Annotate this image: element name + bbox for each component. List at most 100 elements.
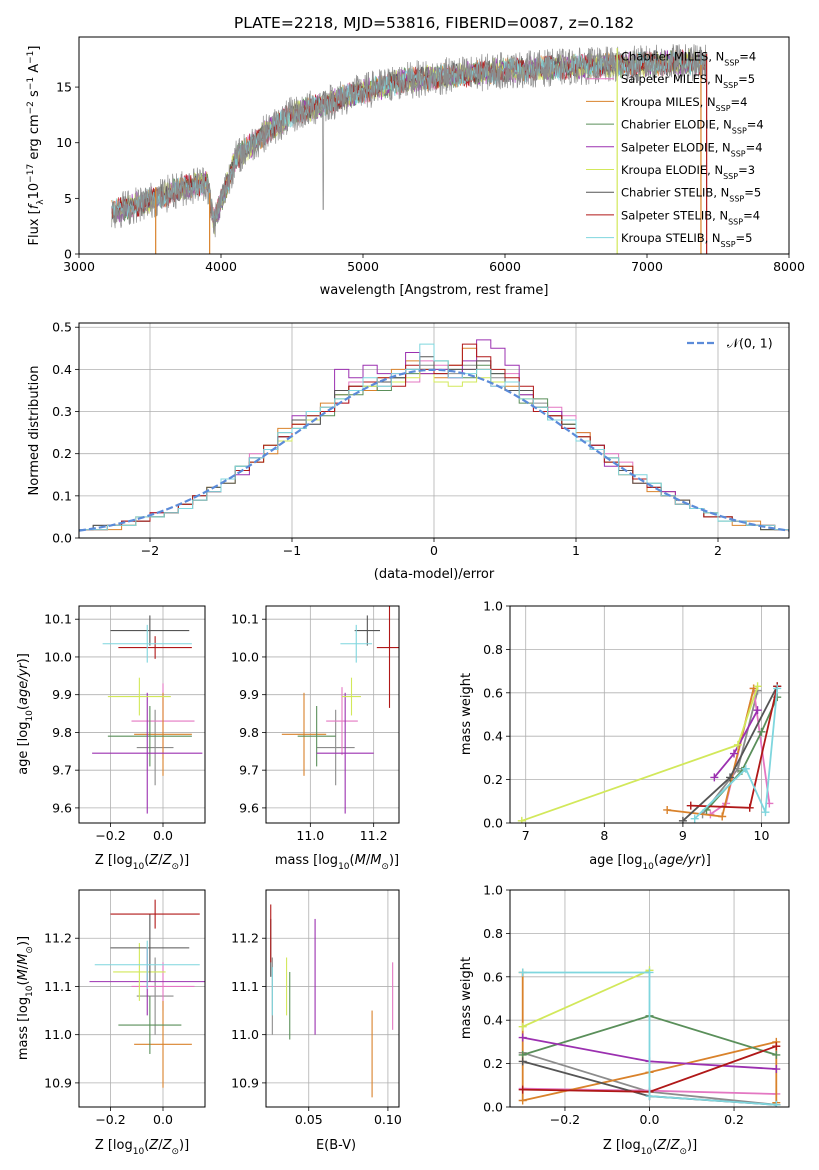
y-tick-label: 10.9: [44, 1075, 72, 1090]
label-part: 10: [25, 710, 35, 722]
weight-marker-salpeter-stelib: [686, 801, 695, 810]
label-part: Z: [670, 1138, 681, 1153]
label-part: 10: [133, 862, 145, 872]
y-tick-label: 5: [64, 191, 72, 206]
weight-marker-salpeter-elodie: [753, 706, 762, 715]
y-tick-label: 0.3: [52, 404, 72, 419]
plot-area: [517, 682, 782, 823]
x-axis-label: mass [log10(M/M⊙)]: [275, 853, 399, 872]
y-tick-label: 10: [56, 135, 72, 150]
label-part: /: [366, 853, 371, 868]
legend-subscript: SSP: [716, 103, 731, 112]
label-part: )]: [179, 853, 189, 868]
weight-marker-salpeter-stelib: [745, 803, 754, 812]
x-tick-label: 0.2: [724, 1112, 744, 1127]
label-part: 10: [641, 1147, 653, 1157]
legend-suffix: =4: [747, 118, 764, 132]
weight-marker-kroupa-elodie: [518, 1022, 527, 1031]
legend-entry-chabrier-elodie: Chabrier ELODIE, NSSP=4: [621, 118, 764, 136]
observed-spectrum: [111, 44, 707, 238]
y-tick-label: 15: [56, 80, 72, 95]
y-tick-label: 0.8: [483, 926, 503, 941]
label-part: ⊙: [171, 862, 179, 872]
y-tick-label: 0.4: [483, 729, 503, 744]
y-tick-label: 0.4: [52, 362, 72, 377]
axes-frame: [509, 889, 790, 1108]
label-part: age/yr: [659, 853, 702, 868]
legend-text: Chabrier STELIB, N: [621, 186, 729, 200]
legend-text: Chabrier MILES, N: [621, 50, 724, 64]
label-part: Z: [148, 853, 159, 868]
legend-subscript: SSP: [729, 194, 744, 203]
x-axis-label: Z [log10(Z/Z⊙)]: [603, 1138, 697, 1157]
plot-area: [270, 904, 394, 1098]
axes-frame: [78, 36, 790, 255]
y-axis-label: Flux [fλ10−17 erg cm−2 s−1 A−1]: [26, 46, 46, 246]
label-part: Z: [656, 1138, 667, 1153]
mass-vs-metallicity-panel: −0.2 0.010.911.011.111.2Z [log10(Z/Z⊙)]ma…: [16, 889, 206, 1157]
y-tick-label: 0.0: [52, 531, 72, 546]
x-tick-label: 0.0: [640, 1112, 660, 1127]
label-part: mass [log: [275, 853, 338, 868]
weight-marker-kroupa-stelib: [772, 1100, 781, 1107]
label-part: /: [158, 853, 163, 868]
label-part: Z: [162, 1138, 173, 1153]
x-axis-label: Z [log10(Z/Z⊙)]: [95, 1138, 189, 1157]
x-tick-label: 1: [572, 543, 580, 558]
weight-marker-kroupa-miles: [663, 805, 672, 814]
label-part: )]: [179, 1138, 189, 1153]
label-part: ⊙: [381, 862, 389, 872]
label-part: /: [16, 964, 31, 969]
label-part: ⊙: [25, 946, 35, 954]
y-tick-label: 9.9: [239, 687, 259, 702]
y-tick-label: 9.8: [239, 725, 259, 740]
weight-line-kroupa-miles: [667, 688, 755, 818]
x-tick-label: 7000: [631, 259, 663, 274]
y-axis-label: mass [log10(M/M⊙)]: [16, 936, 35, 1060]
x-tick-label: 11.0: [296, 828, 324, 843]
y-tick-label: 9.9: [52, 687, 72, 702]
weight-marker-kroupa-stelib: [741, 764, 750, 773]
label-part: M: [355, 853, 366, 868]
legend-suffix: =5: [738, 72, 755, 86]
label-part: Z: [148, 1138, 159, 1153]
label-part: )]: [687, 1138, 697, 1153]
x-tick-label: −0.2: [550, 1112, 580, 1127]
label-part: −1: [26, 77, 36, 90]
y-tick-label: 11.0: [44, 1027, 72, 1042]
plot-area: [89, 899, 205, 1088]
legend-subscript: SSP: [732, 126, 747, 135]
x-tick-label: −0.2: [95, 828, 125, 843]
legend-subscript: SSP: [728, 217, 743, 226]
label-part: (: [654, 853, 659, 868]
x-axis-label: E(B-V): [316, 1138, 356, 1153]
y-axis-label: Normed distribution: [27, 366, 42, 496]
label-part: mass [log: [16, 997, 31, 1060]
weight-marker-salpeter-elodie: [772, 1065, 781, 1074]
legend-suffix: =4: [731, 95, 748, 109]
x-tick-label: 9: [679, 828, 687, 843]
label-part: ⊙: [679, 1147, 687, 1157]
weight-marker-chabrier-stelib: [518, 1057, 527, 1066]
y-tick-label: 1.0: [483, 599, 503, 614]
weight-marker-kroupa-stelib: [645, 1092, 654, 1101]
weight-marker-salpeter-elodie: [710, 773, 719, 782]
weight-marker-kroupa-miles: [718, 812, 727, 821]
label-part: −17: [26, 164, 36, 183]
x-tick-label: 4000: [205, 259, 237, 274]
legend-text: Salpeter MILES, N: [621, 72, 723, 86]
x-tick-label: 0.05: [295, 1112, 323, 1127]
legend-entry-chabrier-miles: Chabrier MILES, NSSP=4: [621, 50, 756, 68]
label-part: )]: [389, 853, 399, 868]
figure-title: PLATE=2218, MJD=53816, FIBERID=0087, z=0…: [234, 14, 634, 32]
weight-marker-chabrier-stelib: [678, 816, 687, 823]
age-vs-mass-panel: 11.0 11.2 9.6 9.7 9.8 9.9 10.0 10.1 mass [log10(…: [231, 605, 400, 872]
label-part: age [log: [16, 722, 31, 775]
y-tick-label: 11.1: [44, 979, 72, 994]
legend-entry-kroupa-stelib: Kroupa STELIB, NSSP=5: [621, 231, 752, 249]
x-tick-label: 0.0: [153, 828, 173, 843]
y-tick-label: 9.7: [52, 763, 72, 778]
weight-marker-salpeter-stelib: [518, 1085, 527, 1094]
